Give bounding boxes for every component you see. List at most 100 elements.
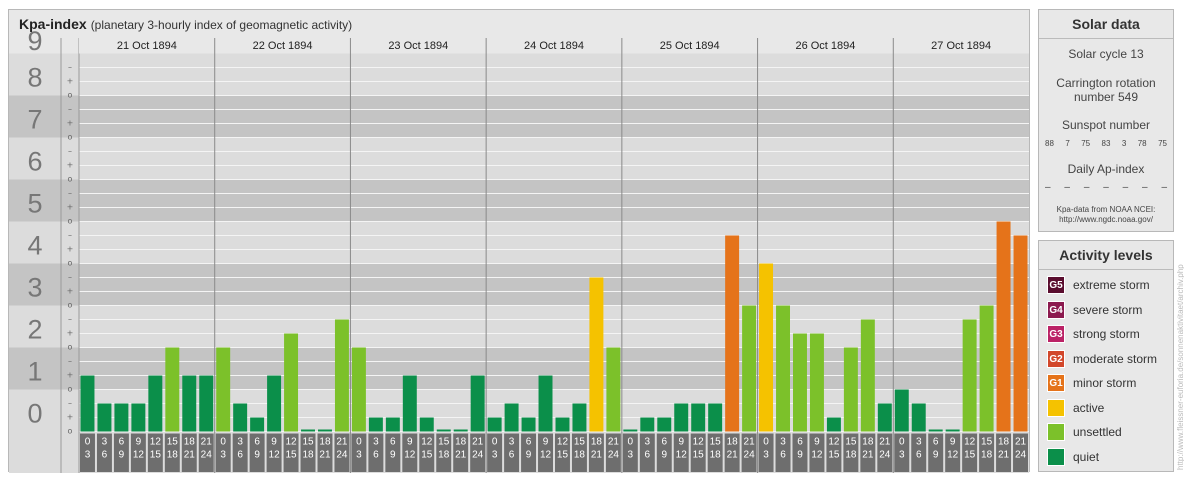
- interval-cell: [232, 433, 248, 472]
- kpa-chart-panel: Kpa-index (planetary 3-hourly index of ge…: [8, 9, 1030, 473]
- kp-bar: [877, 403, 892, 432]
- kp-bar: [301, 429, 315, 432]
- interval-end-label: 21: [319, 450, 331, 461]
- interval-end-label: 18: [167, 450, 179, 461]
- interval-cell: [673, 433, 689, 472]
- kp-bar: [487, 417, 502, 432]
- interval-end-label: 21: [998, 450, 1010, 461]
- kp-bar: [216, 347, 231, 432]
- interval-cell: [775, 433, 791, 472]
- kp-bar: [606, 347, 621, 432]
- activity-level-item: G2 moderate storm: [1047, 349, 1157, 369]
- source-watermark: http://www.fleissner-euforia.de/sonnenak…: [1176, 264, 1184, 470]
- activity-level-swatch: [1047, 447, 1065, 466]
- ap-index-values: – – – – – – –: [1039, 182, 1173, 193]
- interval-end-label: 9: [933, 450, 939, 461]
- activity-level-label: minor storm: [1073, 376, 1137, 390]
- interval-cell: [521, 433, 537, 472]
- interval-cell: [656, 433, 672, 472]
- y-minor-label: o: [68, 301, 73, 310]
- interval-cell: [809, 433, 825, 472]
- ap-value: –: [1045, 182, 1051, 193]
- interval-cell: [130, 433, 146, 472]
- interval-start-label: 0: [899, 437, 905, 448]
- kp-band: [9, 305, 1029, 348]
- interval-cell: [707, 433, 723, 472]
- interval-cell: [605, 433, 621, 472]
- y-minor-label: +: [67, 161, 74, 170]
- kp-bar: [640, 417, 655, 432]
- interval-cell: [979, 433, 995, 472]
- kp-bar: [385, 417, 400, 432]
- interval-end-label: 9: [797, 450, 803, 461]
- interval-cell: [351, 433, 367, 472]
- interval-cell: [860, 433, 876, 472]
- interval-cell: [300, 433, 316, 472]
- interval-start-label: 9: [271, 437, 277, 448]
- y-minor-label: +: [67, 413, 74, 422]
- interval-cell: [215, 433, 231, 472]
- interval-cell: [571, 433, 587, 472]
- interval-end-label: 18: [438, 450, 450, 461]
- ap-value: –: [1103, 182, 1109, 193]
- kp-bar: [131, 403, 146, 432]
- interval-start-label: 12: [828, 437, 840, 448]
- interval-start-label: 0: [763, 437, 769, 448]
- y-minor-label: o: [68, 133, 73, 142]
- activity-level-swatch: G3: [1047, 325, 1065, 343]
- interval-start-label: 15: [438, 437, 450, 448]
- ap-value: –: [1142, 182, 1148, 193]
- activity-level-label: unsettled: [1073, 425, 1122, 439]
- interval-end-label: 9: [254, 450, 260, 461]
- kp-bar: [555, 417, 570, 432]
- chart-title: Kpa-index (planetary 3-hourly index of ge…: [19, 16, 352, 32]
- interval-start-label: 9: [950, 437, 956, 448]
- sunspot-value: 75: [1158, 139, 1167, 148]
- y-minor-label: o: [68, 259, 73, 268]
- y-tick-label: 1: [27, 357, 42, 387]
- interval-end-label: 6: [373, 450, 379, 461]
- interval-end-label: 15: [557, 450, 569, 461]
- kp-band: [9, 179, 1029, 222]
- interval-end-label: 21: [862, 450, 874, 461]
- y-minor-label: –: [68, 273, 72, 282]
- ap-index-title: Daily Ap-index: [1067, 162, 1145, 176]
- y-tick-label: 3: [27, 273, 42, 303]
- interval-end-label: 6: [645, 450, 651, 461]
- y-tick-label: 4: [27, 231, 42, 261]
- y-minor-label: +: [67, 203, 74, 212]
- interval-start-label: 21: [608, 437, 620, 448]
- y-tick-label: 2: [27, 315, 42, 345]
- interval-end-label: 15: [150, 450, 162, 461]
- kp-bar: [776, 305, 790, 432]
- y-tick-label: 5: [27, 189, 42, 219]
- interval-end-label: 6: [237, 450, 243, 461]
- interval-end-label: 15: [828, 450, 840, 461]
- activity-level-label: strong storm: [1073, 327, 1140, 341]
- kp-bar: [572, 403, 587, 432]
- kp-bar: [1013, 235, 1028, 432]
- interval-cell: [283, 433, 299, 472]
- interval-end-label: 12: [540, 450, 552, 461]
- interval-start-label: 18: [591, 437, 603, 448]
- y-minor-label: +: [67, 119, 74, 128]
- interval-cell: [894, 433, 910, 472]
- y-minor-label: +: [67, 77, 74, 86]
- data-credit-line2: http://www.ngdc.noaa.gov/: [1059, 215, 1153, 224]
- interval-end-label: 12: [269, 450, 281, 461]
- interval-end-label: 18: [302, 450, 314, 461]
- kp-bar: [402, 375, 417, 432]
- kp-bar: [674, 403, 689, 432]
- activity-level-item: active: [1047, 398, 1104, 418]
- activity-level-label: quiet: [1073, 449, 1100, 464]
- interval-cell: [453, 433, 469, 472]
- kp-bar: [996, 221, 1011, 432]
- interval-cell: [147, 433, 163, 472]
- interval-start-label: 21: [336, 437, 348, 448]
- y-tick-label: 6: [27, 147, 42, 177]
- interval-cell: [198, 433, 214, 472]
- activity-level-label: severe storm: [1073, 302, 1143, 317]
- kp-bar: [267, 375, 282, 432]
- interval-start-label: 21: [201, 437, 213, 448]
- interval-cell: [249, 433, 265, 472]
